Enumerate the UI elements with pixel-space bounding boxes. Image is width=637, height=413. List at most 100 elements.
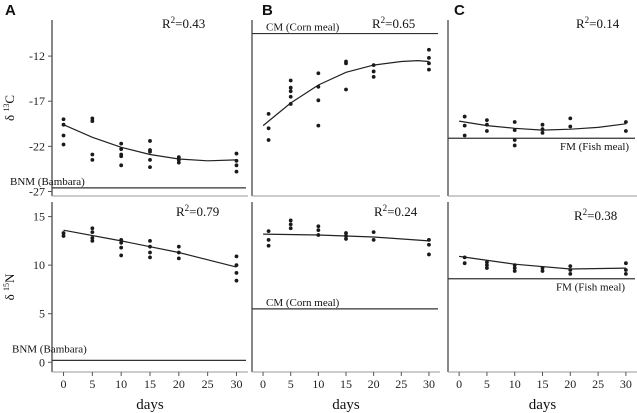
B-bottom-data-point (371, 237, 376, 242)
A-top-fit-curve (63, 124, 237, 162)
A-bottom-data-point (148, 250, 152, 255)
B-top-data-point (288, 85, 293, 90)
A-bottom-xlabel: days (136, 397, 164, 413)
C-top-data-point (540, 130, 545, 135)
A-top-data-point (90, 152, 95, 157)
C-bottom-data-point (485, 260, 489, 265)
A-bottom-ytick-label: 15 (33, 210, 45, 224)
C-top-data-point (623, 129, 628, 133)
B-top-data-point (316, 123, 321, 128)
A-bottom-ylabel: δ 15N (2, 273, 17, 300)
A-top-ylabel: δ 13C (2, 95, 17, 121)
A-top-data-point (234, 158, 239, 163)
C-top-r2-label: R2=0.14 (576, 15, 620, 31)
B-top-data-point (427, 67, 431, 72)
A-bottom-data-point (119, 253, 124, 258)
A-top-data-point (148, 139, 152, 143)
A-bottom-data-point (61, 234, 66, 238)
A-bottom-data-point (148, 238, 152, 243)
A-top-data-point (61, 133, 66, 138)
C-top-data-point (485, 129, 489, 133)
B-bottom-data-point (427, 237, 431, 242)
C-top-data-point (485, 122, 489, 127)
B-bottom-xtick-label: 15 (340, 377, 352, 391)
B-top-data-point (288, 94, 293, 99)
A-bottom-xtick-label: 30 (230, 377, 242, 391)
A-bottom-data-point (90, 236, 95, 240)
A-top-data-point (119, 154, 124, 159)
A-top-data-point (176, 160, 181, 165)
B-top-data-point (371, 74, 376, 79)
A-top-data-point (61, 122, 66, 127)
C-bottom-data-point (485, 263, 489, 268)
B-top-data-point (316, 71, 321, 76)
C-top-data-point (512, 143, 517, 148)
B-bottom-data-point (371, 230, 376, 235)
B-top-fit-curve (262, 59, 429, 127)
A-bottom-fit-curve (63, 229, 237, 268)
A-top-data-point (234, 151, 239, 156)
B-bottom-data-point (427, 252, 431, 257)
panel-letter-C: C (454, 2, 465, 19)
C-bottom-xlabel: days (529, 397, 557, 413)
C-top-data-point (623, 120, 628, 124)
B-top-data-point (344, 87, 348, 92)
A-top-data-point (90, 119, 95, 123)
B-top-data-point (371, 63, 376, 68)
B-top-data-point (344, 61, 348, 66)
C-top-data-point (540, 122, 545, 127)
C-bottom-data-point (512, 263, 517, 268)
B-bottom-data-point (316, 233, 321, 237)
A-top-data-point (119, 141, 124, 146)
C-bottom-data-point (462, 261, 467, 266)
C-top-data-point (568, 116, 573, 121)
B-top-data-point (288, 78, 293, 83)
B-bottom-data-point (344, 237, 348, 241)
B-top-data-point (266, 111, 271, 116)
A-top-data-point (119, 147, 124, 151)
C-bottom-xtick-label: 30 (620, 377, 632, 391)
A-bottom-data-point (119, 237, 124, 242)
C-bottom-xtick-label: 15 (537, 377, 549, 391)
B-bottom-xtick-label: 0 (260, 377, 266, 391)
A-top-ytick-label: -12 (29, 49, 45, 63)
B-bottom-r2-label: R2=0.24 (374, 203, 418, 219)
B-bottom-xtick-label: 30 (423, 377, 435, 391)
A-top-data-point (176, 155, 181, 160)
C-bottom-data-point (568, 264, 573, 269)
C-bottom-data-point (540, 269, 545, 273)
A-bottom-ytick-label: 10 (33, 258, 45, 272)
B-bottom-ref-label: CM (Corn meal) (266, 297, 340, 309)
A-top-data-point (90, 116, 95, 121)
C-bottom-data-point (623, 268, 628, 272)
C-top-data-point (540, 127, 545, 132)
C-bottom-data-point (623, 271, 628, 276)
A-bottom-data-point (90, 238, 95, 243)
C-top-data-point (485, 118, 489, 123)
A-bottom-ytick-label: 5 (39, 307, 45, 321)
B-bottom-data-point (266, 237, 271, 242)
B-bottom-data-point (344, 231, 348, 235)
A-bottom-xtick-label: 5 (89, 377, 95, 391)
A-bottom-ref-label: BNM (Bambara) (12, 343, 87, 355)
B-top-data-point (316, 84, 321, 89)
A-bottom-xtick-label: 15 (144, 377, 156, 391)
B-top-data-point (427, 56, 431, 60)
B-top-data-point (266, 126, 271, 131)
A-top-data-point (176, 157, 181, 162)
A-top-data-point (61, 117, 66, 122)
C-top-data-point (512, 128, 517, 133)
C-bottom-data-point (512, 269, 517, 273)
A-bottom-xtick-label: 10 (115, 377, 127, 391)
A-top-data-point (234, 163, 239, 168)
B-bottom-data-point (316, 228, 321, 233)
C-top-data-point (462, 123, 467, 128)
A-top-data-point (119, 163, 124, 168)
B-top-data-point (427, 61, 431, 66)
C-bottom-data-point (485, 266, 489, 270)
C-top-ref-label: FM (Fish meal) (560, 141, 629, 153)
B-bottom-data-point (344, 234, 348, 238)
C-bottom-r2-label: R2=0.38 (574, 207, 617, 223)
C-bottom-data-point (568, 271, 573, 276)
